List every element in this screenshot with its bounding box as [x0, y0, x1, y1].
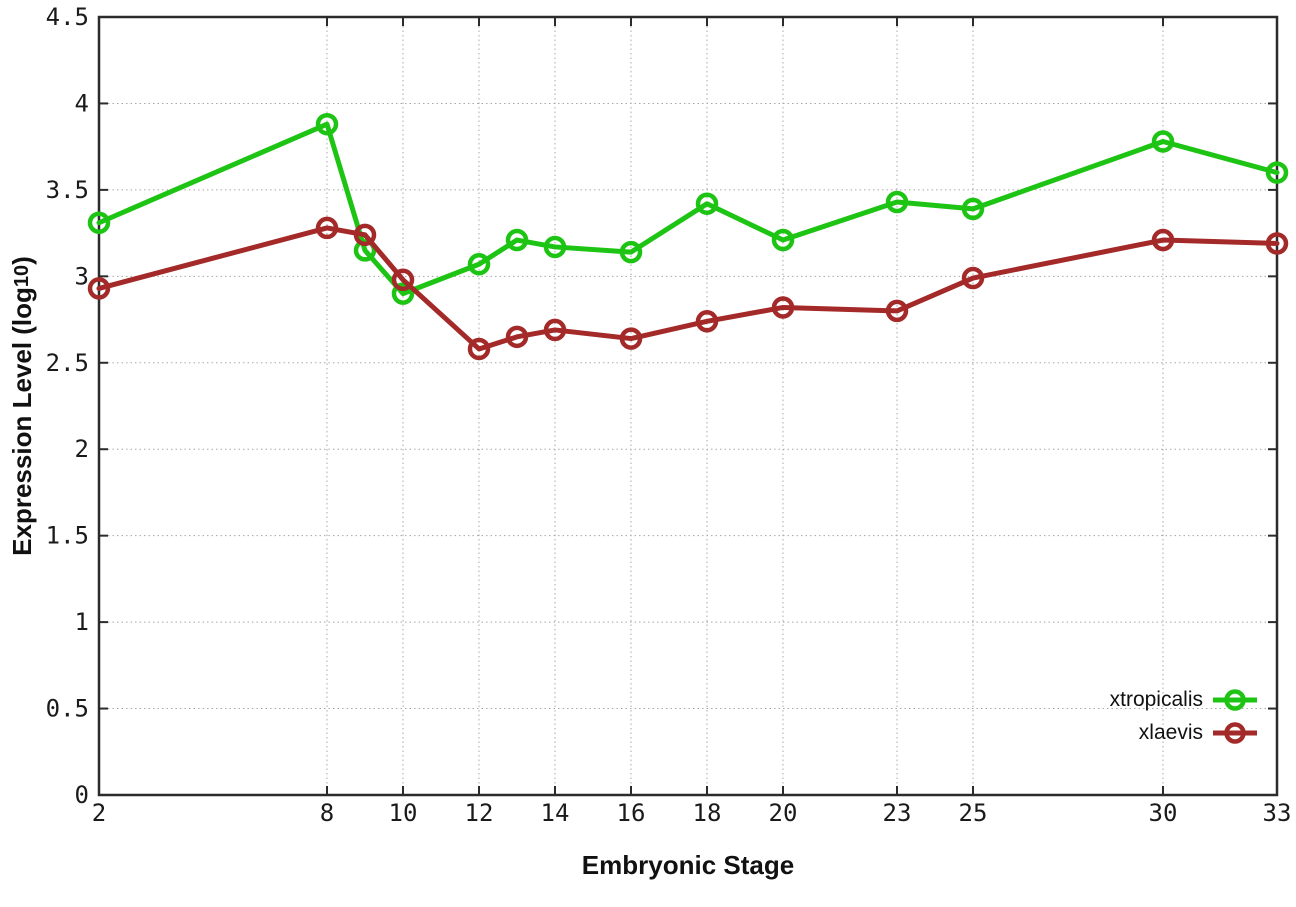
- data-point-xlaevis: [1265, 232, 1289, 255]
- data-point-xtropicalis: [1151, 130, 1175, 153]
- data-point-xtropicalis: [391, 282, 415, 305]
- data-point-xlaevis: [315, 216, 339, 240]
- x-tick-label: 10: [389, 799, 418, 827]
- x-tick-label: 33: [1263, 799, 1292, 827]
- data-point-xtropicalis: [87, 211, 111, 234]
- data-point-xlaevis: [695, 310, 719, 333]
- data-point-xlaevis: [467, 337, 491, 361]
- legend-item-xtropicalis: xtropicalis: [1110, 683, 1258, 716]
- series-line-xtropicalis: [96, 121, 1280, 297]
- y-axis-title-text: Expression Level (log: [6, 287, 37, 556]
- y-tick-label: 4: [75, 89, 89, 117]
- series-line-xlaevis: [96, 225, 1280, 352]
- x-tick-label: 23: [883, 799, 912, 827]
- data-point-xtropicalis: [353, 239, 377, 262]
- data-point-xtropicalis: [315, 112, 339, 136]
- x-axis-title: Embryonic Stage: [581, 850, 795, 880]
- data-point-xlaevis: [961, 266, 985, 290]
- data-point-xtropicalis: [695, 192, 719, 215]
- x-tick-label: 2: [92, 799, 106, 827]
- y-axis-title-close: ): [6, 256, 37, 265]
- line-point-sample-icon: [1213, 688, 1257, 711]
- data-point-xlaevis: [391, 268, 415, 292]
- legend-label: xlaevis: [1138, 720, 1203, 744]
- y-tick-label: 0: [75, 781, 89, 809]
- data-point-xtropicalis: [467, 252, 491, 276]
- y-tick-label: 1: [75, 608, 89, 636]
- y-tick-label: 1.5: [46, 522, 89, 550]
- y-tick-label: 0.5: [46, 695, 89, 723]
- legend-label: xtropicalis: [1109, 687, 1203, 711]
- y-tick-label: 4.5: [46, 3, 89, 31]
- data-point-xlaevis: [543, 318, 567, 342]
- data-point-xtropicalis: [961, 197, 985, 221]
- plot-border: [97, 15, 1279, 797]
- x-tick-label: 12: [465, 799, 494, 827]
- y-tick-label: 2.5: [46, 349, 89, 377]
- data-point-xtropicalis: [543, 235, 567, 259]
- x-tick-label: 14: [541, 799, 570, 827]
- y-tick-label: 3.5: [46, 176, 89, 204]
- data-point-xlaevis: [505, 325, 529, 349]
- data-point-xlaevis: [87, 277, 111, 300]
- x-tick-label: 16: [617, 799, 646, 827]
- data-point-xlaevis: [771, 296, 795, 319]
- y-tick-label: 3: [75, 262, 89, 290]
- data-point-xlaevis: [353, 223, 377, 247]
- line-point-sample-icon: [1213, 721, 1257, 744]
- legend: xtropicalis xlaevis: [1110, 683, 1258, 749]
- x-tick-label: 30: [1149, 799, 1178, 827]
- x-tick-label: 20: [769, 799, 798, 827]
- data-point-xtropicalis: [885, 190, 909, 214]
- x-tick-label: 18: [693, 799, 722, 827]
- y-tick-label: 2: [75, 435, 89, 463]
- data-point-xtropicalis: [505, 228, 529, 252]
- legend-item-xlaevis: xlaevis: [1139, 716, 1258, 749]
- data-point-xtropicalis: [1265, 161, 1289, 184]
- data-point-xtropicalis: [771, 228, 795, 252]
- data-point-xlaevis: [885, 299, 909, 323]
- data-point-xlaevis: [1151, 228, 1175, 252]
- data-point-xtropicalis: [619, 240, 643, 264]
- x-tick-label: 25: [959, 799, 988, 827]
- data-point-xlaevis: [619, 327, 643, 350]
- x-tick-label: 8: [320, 799, 334, 827]
